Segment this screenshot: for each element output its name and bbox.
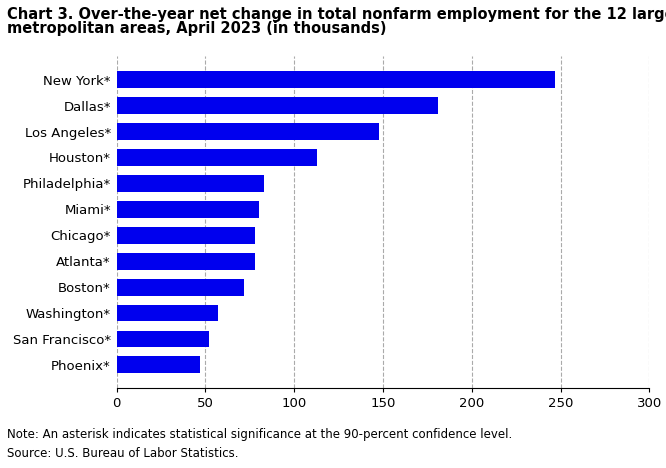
Bar — [117, 201, 258, 218]
Bar — [117, 330, 209, 347]
Bar — [117, 357, 200, 373]
Text: Note: An asterisk indicates statistical significance at the 90-percent confidenc: Note: An asterisk indicates statistical … — [7, 428, 512, 441]
Bar — [117, 149, 317, 166]
Bar — [117, 305, 218, 322]
Bar — [117, 123, 380, 140]
Bar — [117, 279, 244, 296]
Bar — [117, 175, 264, 192]
Bar — [117, 97, 438, 114]
Bar — [117, 227, 255, 244]
Text: metropolitan areas, April 2023 (in thousands): metropolitan areas, April 2023 (in thous… — [7, 21, 386, 36]
Bar — [117, 253, 255, 270]
Bar — [117, 71, 555, 88]
Text: Chart 3. Over-the-year net change in total nonfarm employment for the 12 largest: Chart 3. Over-the-year net change in tot… — [7, 7, 666, 22]
Text: Source: U.S. Bureau of Labor Statistics.: Source: U.S. Bureau of Labor Statistics. — [7, 447, 238, 460]
